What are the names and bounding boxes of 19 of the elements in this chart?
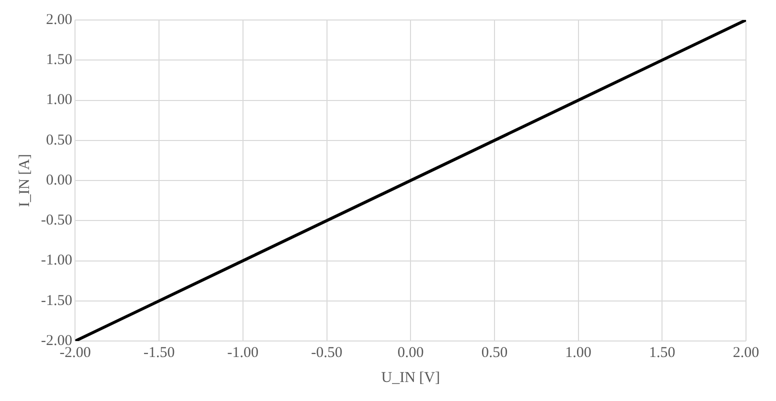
x-tick-label: 1.50 (649, 344, 676, 361)
y-tick-label: -1.50 (40, 292, 72, 309)
x-tick-label: -2.00 (60, 344, 91, 361)
y-axis-title: I_IN [A] (16, 154, 33, 207)
y-tick-label: -0.50 (40, 212, 72, 229)
x-tick-label: 1.00 (565, 344, 592, 361)
y-tick-label: 1.00 (46, 92, 72, 108)
x-tick-label: 0.00 (398, 344, 424, 361)
x-tick-label: -1.00 (227, 344, 259, 361)
y-tick-label: 0.50 (46, 132, 72, 148)
y-tick-label: 0.00 (46, 172, 72, 188)
y-tick-label: -1.00 (40, 252, 72, 269)
y-tick-label: 1.50 (46, 52, 72, 68)
x-tick-label: 2.00 (732, 344, 760, 361)
x-tick-label: 0.50 (481, 344, 508, 361)
x-axis-title: U_IN [V] (381, 370, 440, 386)
y-tick-label: 2.00 (46, 12, 72, 28)
x-tick-label: -0.50 (311, 344, 342, 361)
x-tick-label: -1.50 (143, 344, 175, 361)
